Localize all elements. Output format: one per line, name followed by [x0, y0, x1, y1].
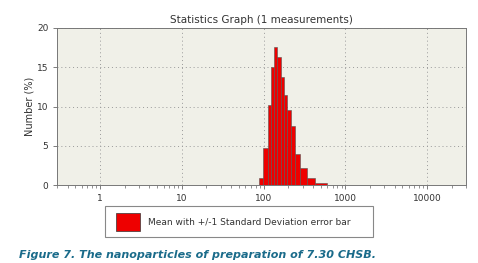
X-axis label: Size (d.nm): Size (d.nm): [234, 206, 290, 216]
FancyBboxPatch shape: [105, 206, 373, 237]
Text: Mean with +/-1 Standard Deviation error bar: Mean with +/-1 Standard Deviation error …: [148, 217, 350, 226]
Bar: [284, 95, 287, 185]
Bar: [307, 178, 315, 185]
Bar: [268, 105, 271, 185]
Bar: [116, 213, 140, 231]
Bar: [274, 47, 278, 185]
Bar: [281, 77, 284, 185]
Text: Figure 7. The nanoparticles of preparation of 7.30 CHSB.: Figure 7. The nanoparticles of preparati…: [19, 250, 376, 260]
Bar: [260, 178, 263, 185]
Bar: [287, 110, 291, 185]
Bar: [291, 126, 294, 185]
Bar: [300, 168, 307, 185]
Bar: [294, 154, 300, 185]
Bar: [278, 57, 281, 185]
Bar: [271, 67, 274, 185]
Title: Statistics Graph (1 measurements): Statistics Graph (1 measurements): [170, 16, 353, 26]
Bar: [263, 148, 268, 185]
Y-axis label: Number (%): Number (%): [24, 77, 34, 136]
Bar: [315, 183, 327, 185]
